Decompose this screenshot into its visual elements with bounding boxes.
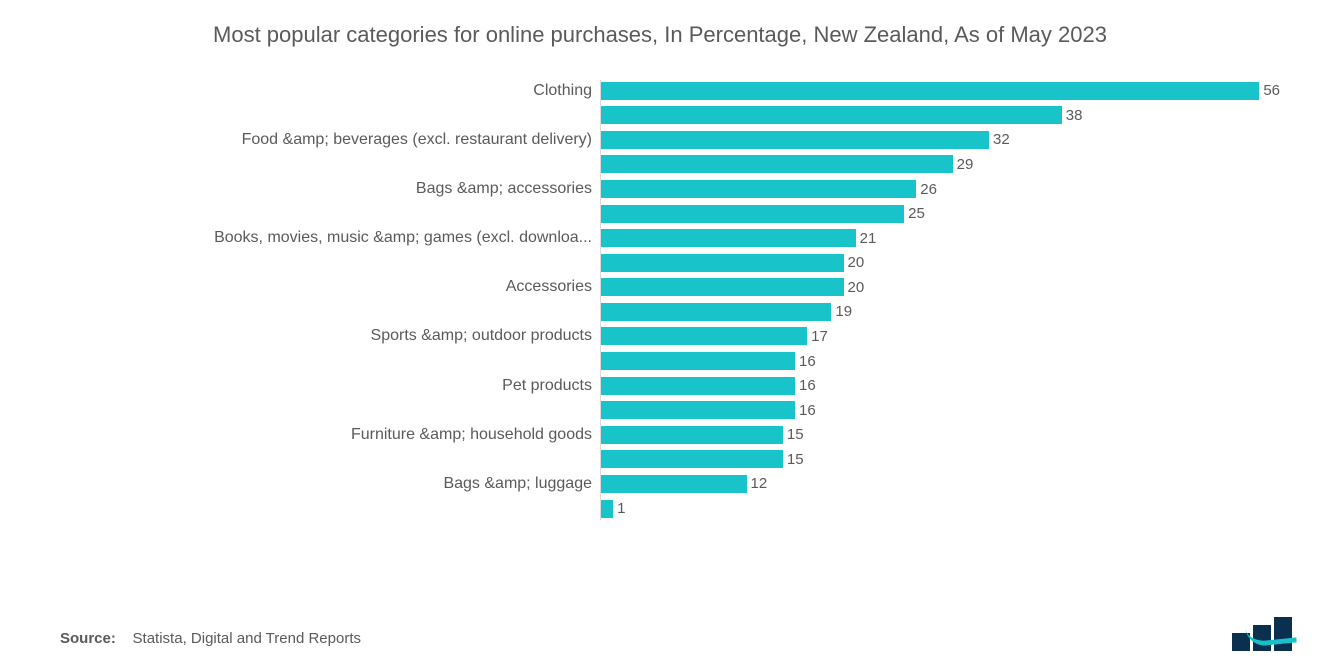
bar-row: 25 [601, 203, 1280, 225]
bar [601, 352, 795, 370]
bar [601, 401, 795, 419]
bar [601, 278, 844, 296]
bar-row: 15 [601, 448, 1280, 470]
y-axis-label [40, 104, 592, 126]
bar-value-label: 26 [920, 181, 937, 198]
bar-value-label: 32 [993, 131, 1010, 148]
bar-row: 29 [601, 153, 1280, 175]
bar [601, 426, 783, 444]
bar-value-label: 16 [799, 353, 816, 370]
bar [601, 450, 783, 468]
y-axis-label: Pet products [40, 375, 592, 397]
bar-value-label: 21 [860, 230, 877, 247]
y-axis-label [40, 350, 592, 372]
bar-row: 1 [601, 498, 1280, 520]
bar-row: 16 [601, 399, 1280, 421]
y-axis-label [40, 301, 592, 323]
bar-row: 56 [601, 80, 1280, 102]
bar-value-label: 25 [908, 205, 925, 222]
y-axis-label: Accessories [40, 276, 592, 298]
bar-value-label: 1 [617, 500, 625, 517]
chart-title: Most popular categories for online purch… [110, 20, 1210, 50]
chart-container: Most popular categories for online purch… [0, 0, 1320, 665]
bar [601, 377, 795, 395]
bar-row: 15 [601, 424, 1280, 446]
bar [601, 475, 747, 493]
bar-value-label: 29 [957, 156, 974, 173]
source-text: Statista, Digital and Trend Reports [133, 630, 361, 647]
source-label: Source: [60, 630, 116, 647]
bar-value-label: 15 [787, 451, 804, 468]
bar-value-label: 19 [835, 303, 852, 320]
brand-logo [1232, 617, 1292, 651]
y-axis-label [40, 448, 592, 470]
source-citation: Source: Statista, Digital and Trend Repo… [60, 630, 361, 647]
y-axis-label [40, 252, 592, 274]
y-axis-label [40, 399, 592, 421]
bar-row: 38 [601, 104, 1280, 126]
y-axis-label: Food &amp; beverages (excl. restaurant d… [40, 129, 592, 151]
bars-area: 56 38 32 29 26 25 21 20 20 19 17 16 16 16 15 15 12 1 [600, 80, 1280, 520]
bar-value-label: 16 [799, 377, 816, 394]
y-axis-label [40, 203, 592, 225]
bar-value-label: 16 [799, 402, 816, 419]
bar [601, 327, 807, 345]
bar-row: 26 [601, 178, 1280, 200]
bar-value-label: 56 [1263, 82, 1280, 99]
bar-row: 16 [601, 375, 1280, 397]
bar-value-label: 15 [787, 426, 804, 443]
bar-value-label: 38 [1066, 107, 1083, 124]
bar-row: 12 [601, 473, 1280, 495]
y-axis-label: Clothing [40, 80, 592, 102]
bar [601, 303, 831, 321]
bar [601, 500, 613, 518]
bar [601, 254, 844, 272]
bar-row: 21 [601, 227, 1280, 249]
bar [601, 229, 856, 247]
bar-value-label: 20 [848, 279, 865, 296]
bar [601, 131, 989, 149]
bar-row: 20 [601, 252, 1280, 274]
bar [601, 106, 1062, 124]
y-axis-label [40, 153, 592, 175]
plot-area: Clothing Food &amp; beverages (excl. rest… [40, 80, 1280, 520]
y-axis-label [40, 498, 592, 520]
bar [601, 155, 953, 173]
bar [601, 205, 904, 223]
bar-row: 16 [601, 350, 1280, 372]
y-axis-label: Furniture &amp; household goods [40, 424, 592, 446]
y-axis-label: Bags &amp; accessories [40, 178, 592, 200]
bar-value-label: 17 [811, 328, 828, 345]
y-axis-label: Books, movies, music &amp; games (excl. … [40, 227, 592, 249]
bar-value-label: 20 [848, 254, 865, 271]
bar-row: 32 [601, 129, 1280, 151]
bar [601, 82, 1259, 100]
bar-value-label: 12 [751, 475, 768, 492]
bar-row: 19 [601, 301, 1280, 323]
bar-row: 20 [601, 276, 1280, 298]
bar [601, 180, 916, 198]
y-axis-label: Sports &amp; outdoor products [40, 325, 592, 347]
bar-row: 17 [601, 325, 1280, 347]
y-axis-labels: Clothing Food &amp; beverages (excl. rest… [40, 80, 600, 520]
y-axis-label: Bags &amp; luggage [40, 473, 592, 495]
